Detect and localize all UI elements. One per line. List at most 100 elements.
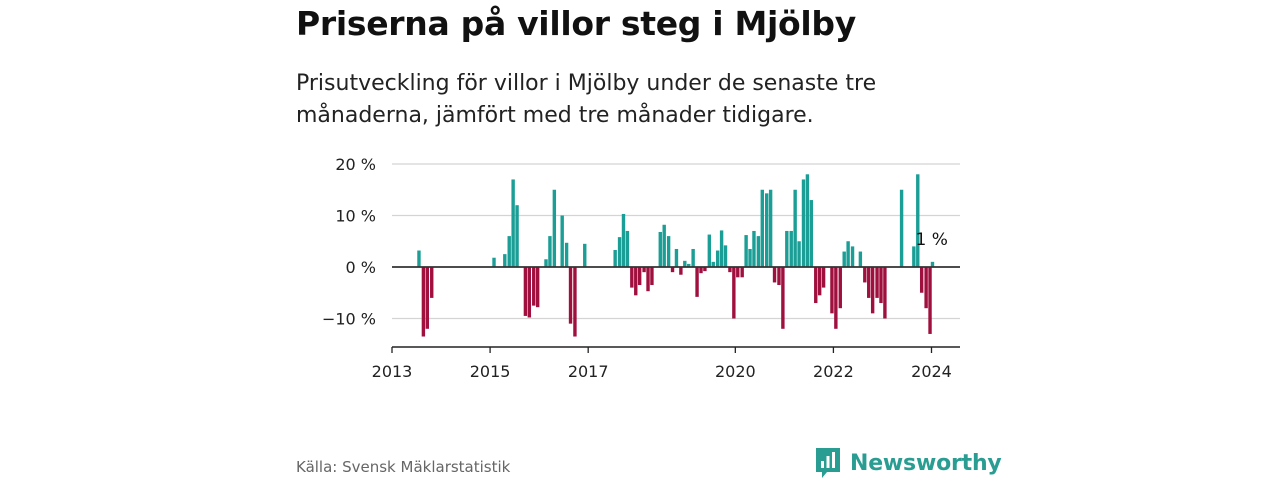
x-tick-label: 2024 [911,362,952,381]
bar [858,251,863,267]
brand-name: Newsworthy [850,450,1002,476]
bar [544,259,548,267]
bar [666,236,671,267]
bar [630,267,634,288]
bar [817,267,822,296]
bar [744,235,748,267]
bar [732,267,736,319]
bar [642,267,646,273]
bar [646,267,650,292]
bar-chart: 20 % 10 % 0 % −10 % 2013 2015 2017 2020 2022 202… [322,155,960,381]
bar [772,267,777,283]
bar [863,267,867,283]
y-tick-label: 10 % [335,207,376,226]
bar [679,267,683,275]
bar [821,267,826,288]
chart-title: Priserna på villor steg i Mjölby [296,4,856,43]
brand-logo[interactable]: Newsworthy [814,446,1002,480]
bar [912,246,916,267]
bar [573,267,577,337]
bar [552,189,557,267]
bar [492,257,496,267]
bar [801,179,806,267]
bar [830,267,834,314]
bar [719,230,724,267]
bar [789,230,793,267]
bar [650,267,654,286]
chart-subtitle: Prisutveckling för villor i Mjölby under… [296,71,877,128]
bar [503,254,507,268]
bar [870,267,875,314]
bar [765,193,769,267]
bar [560,215,564,267]
bar [785,230,789,267]
bar [703,267,707,272]
x-tick-label: 2020 [715,362,756,381]
bar-chart-icon [816,448,840,478]
bar [777,267,781,286]
bar [417,250,421,267]
bar [842,251,846,267]
bar [850,246,855,267]
bar [919,267,924,293]
bar [809,200,814,267]
bar [625,230,630,267]
bar [846,241,850,267]
bar [564,242,569,267]
bar [695,267,699,297]
bar [425,267,430,329]
x-tick-label: 2013 [372,362,413,381]
bar [756,236,761,267]
bar [805,174,810,267]
bar [736,267,740,278]
x-tick-label: 2022 [813,362,854,381]
bar [507,236,511,267]
bar [768,189,773,267]
bars [417,174,935,337]
bar [683,260,687,267]
y-tick-label: −10 % [322,310,376,329]
bar [793,189,797,267]
y-axis-labels: 20 % 10 % 0 % −10 % [322,155,376,329]
bar [583,243,587,267]
bar [658,231,662,267]
bar [613,250,617,267]
bar [728,267,732,273]
x-axis-ticks: 2013 2015 2017 2020 2022 2024 [372,347,952,381]
bar [899,189,904,267]
bar [532,267,536,306]
bar [883,267,887,319]
bar [548,236,552,267]
bar [674,248,679,267]
bar [748,248,752,267]
bar [834,267,838,329]
bar [781,267,785,329]
bar [924,267,928,309]
bar [797,241,801,267]
bar [752,230,756,267]
bar [535,267,540,308]
bar [930,261,935,267]
bar [711,261,715,267]
bar [687,263,691,267]
bar [634,267,638,296]
bar [928,267,932,334]
source-note: Källa: Svensk Mäklarstatistik [296,458,511,476]
x-tick-label: 2015 [470,362,511,381]
grid-lines [392,163,960,320]
bar [691,248,695,267]
bar [662,224,666,267]
bar [515,205,519,267]
bar [740,267,744,278]
bar [838,267,842,309]
bar [879,267,883,304]
x-tick-label: 2017 [568,362,609,381]
bar [867,267,871,298]
bar [875,267,879,298]
y-tick-label: 0 % [346,258,376,277]
bar [699,267,703,274]
latest-value-annotation: 1 % [916,230,948,250]
bar [527,267,532,318]
bar [916,174,920,267]
bar [511,179,515,267]
